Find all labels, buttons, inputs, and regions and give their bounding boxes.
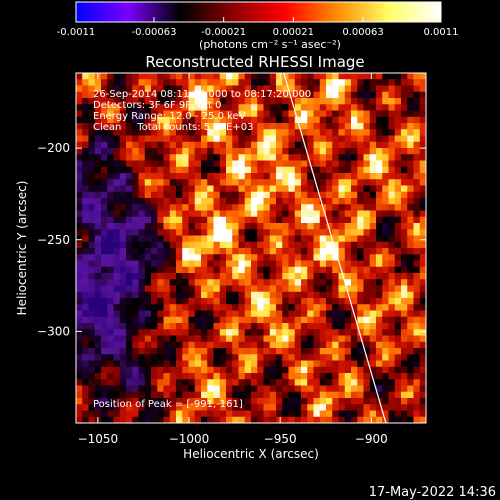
colorbar-tick-label: -0.0011: [57, 27, 96, 38]
timestamp: 17-May-2022 14:36: [369, 485, 496, 500]
colorbar-tick-label: 0.00063: [342, 27, 383, 38]
axis-ticks: −1050 −1000 −950 −900 −200 −250 −300: [37, 73, 426, 446]
chart-title: Reconstructed RHESSI Image: [145, 53, 364, 71]
heatmap-image: [76, 73, 426, 423]
colorbar-tick-label: -0.00063: [131, 27, 176, 38]
x-tick-label: −1050: [78, 432, 119, 446]
y-tick-label: −250: [37, 233, 70, 247]
annotation-counts: Clean Total counts: 5.59E+03: [93, 122, 253, 133]
plot-frame: [75, 72, 427, 424]
annotation-time-range: 26-Sep-2014 08:11:20.000 to 08:17:20.000: [93, 89, 311, 100]
y-tick-label: −300: [37, 324, 70, 338]
solar-limb-line: [283, 73, 387, 423]
x-tick-label: −1000: [169, 432, 210, 446]
peak-position-label: Position of Peak = [-991,-161]: [93, 399, 243, 410]
annotation-block: 26-Sep-2014 08:11:20.000 to 08:17:20.000…: [93, 89, 311, 133]
colorbar-gradient: [75, 1, 442, 23]
annotation-energy-range: Energy Range: 12.0 - 25.0 keV: [93, 111, 246, 122]
x-tick-label: −900: [355, 432, 388, 446]
plot-area: −1050 −1000 −950 −900 −200 −250 −300: [37, 72, 427, 446]
x-axis-label: Heliocentric X (arcsec): [183, 447, 319, 461]
colorbar-tick-label: -0.00021: [201, 27, 246, 38]
y-axis-label: Heliocentric Y (arcsec): [15, 181, 29, 316]
y-tick-label: −200: [37, 141, 70, 155]
colorbar-tick-label: 0.0011: [424, 27, 459, 38]
colorbar-units-label: (photons cm⁻² s⁻¹ asec⁻²): [199, 38, 341, 51]
colorbar-tick-label: 0.00021: [273, 27, 314, 38]
colorbar-ticks: -0.0011 -0.00063 -0.00021 0.00021 0.00063 0.0…: [57, 17, 459, 38]
colorbar: -0.0011 -0.00063 -0.00021 0.00021 0.00063 0.0…: [57, 1, 459, 51]
x-tick-label: −950: [264, 432, 297, 446]
annotation-detectors: Detectors: 3F 6F 9F, Att 0: [93, 100, 221, 111]
